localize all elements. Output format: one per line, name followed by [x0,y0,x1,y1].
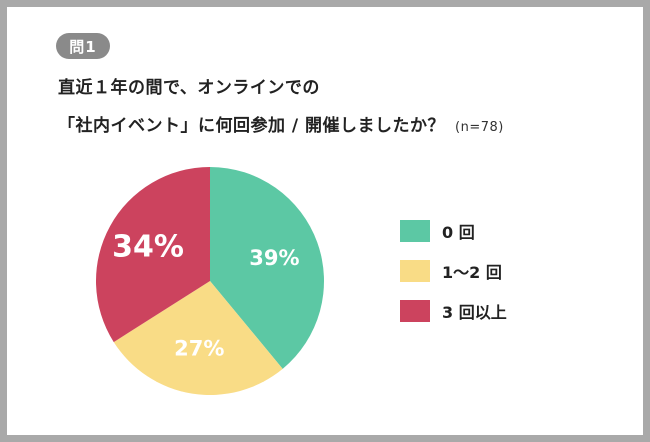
legend-swatch-0 [400,220,430,242]
legend-swatch-2 [400,300,430,322]
legend-label-0: 0 回 [442,223,475,242]
pie-label-1: 27% [174,337,224,361]
legend-label-2: 3 回以上 [442,303,507,322]
pie-slice-1 [113,281,283,396]
question-title-line-1: 直近１年の間で、オンラインでの [58,78,320,98]
question-badge: 問1 [56,33,110,59]
pie-label-2: 34% [112,229,184,264]
sample-size: (n=78) [455,120,504,135]
legend-swatch-1 [400,260,430,282]
pie-slice-2 [96,167,210,343]
question-title-text: 「社内イベント」に何回参加 / 開催しましたか？ [58,116,446,136]
legend: 0 回 1〜2 回 3 回以上 [400,218,507,338]
legend-item-1: 1〜2 回 [400,258,507,284]
pie-label-0: 39% [249,246,299,270]
legend-item-2: 3 回以上 [400,298,507,324]
pie-slice-0 [210,167,324,369]
legend-item-0: 0 回 [400,218,507,244]
question-title-line-2: 「社内イベント」に何回参加 / 開催しましたか？ (n=78) [58,111,504,136]
legend-label-1: 1〜2 回 [442,263,502,282]
